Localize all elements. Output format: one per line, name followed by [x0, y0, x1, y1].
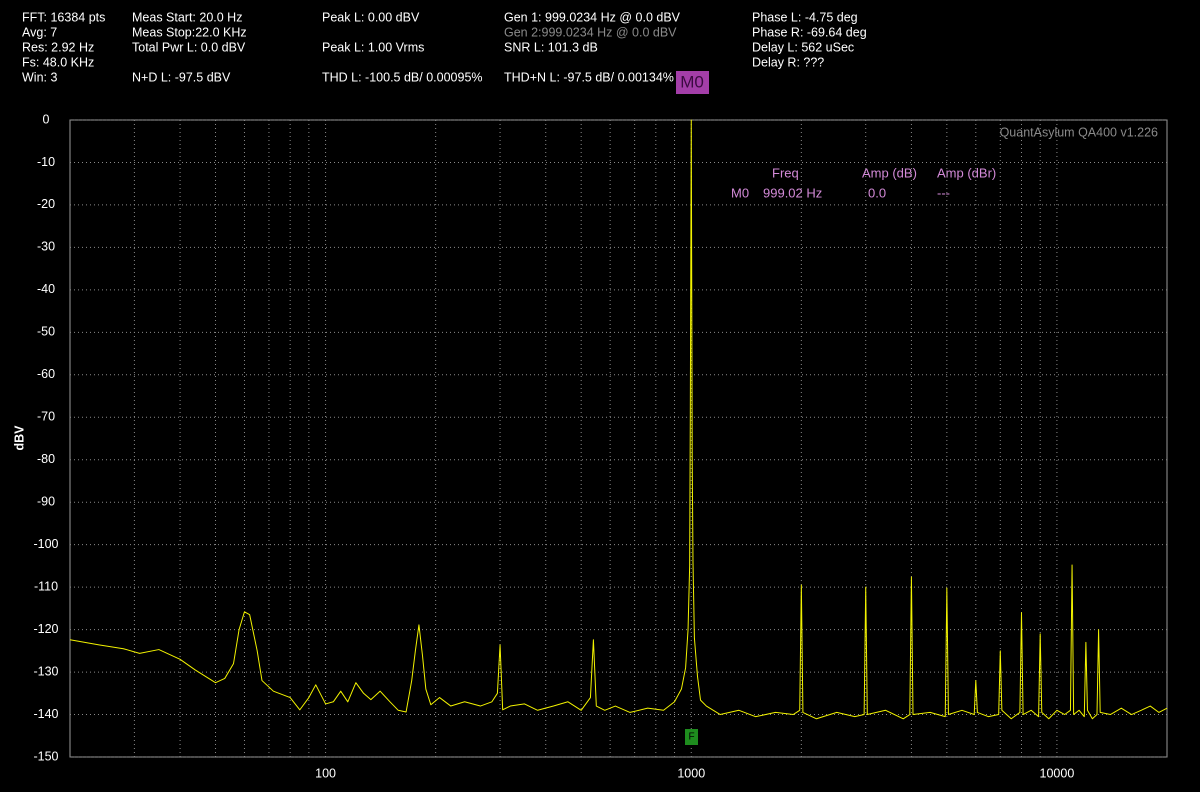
marker-cell: 0.0	[868, 185, 886, 200]
y-tick-label: -80	[37, 452, 55, 466]
y-tick-label: -30	[37, 240, 55, 254]
plot-frame	[69, 119, 1168, 758]
fundamental-tag[interactable]	[685, 729, 698, 745]
status-item: THD+N L: -97.5 dB/ 0.00134%	[504, 70, 674, 84]
y-tick-label: -60	[37, 367, 55, 381]
y-tick-label: -120	[33, 622, 58, 636]
status-item: N+D L: -97.5 dBV	[132, 70, 231, 84]
y-tick-label: -110	[34, 579, 58, 593]
status-item: Peak L: 0.00 dBV	[322, 10, 420, 24]
y-tick-label: -20	[37, 197, 55, 211]
status-item: FFT: 16384 pts	[22, 10, 105, 24]
marker-cell: M0	[731, 185, 749, 200]
marker-header: Amp (dB)	[862, 165, 917, 180]
status-item: SNR L: 101.3 dB	[504, 40, 598, 54]
plot	[69, 119, 1168, 758]
fundamental-tag-label: F	[688, 732, 694, 743]
marker-tag-label: M0	[680, 72, 704, 91]
marker-header: Freq	[772, 165, 799, 180]
y-tick-label: -50	[37, 325, 55, 339]
status-item: Delay L: 562 uSec	[752, 40, 854, 54]
y-tick-label: -150	[33, 749, 58, 763]
y-tick-label: -70	[37, 410, 55, 424]
y-tick-label: 0	[43, 112, 50, 126]
status-item: Phase L: -4.75 deg	[752, 10, 858, 24]
x-tick-label: 10000	[1040, 766, 1075, 780]
status-item: Win: 3	[22, 70, 57, 84]
status-item: Meas Start: 20.0 Hz	[132, 10, 242, 24]
status-item: Delay R: ???	[752, 55, 824, 69]
status-item: THD L: -100.5 dB/ 0.00095%	[322, 70, 483, 84]
status-item: Gen 1: 999.0234 Hz @ 0.0 dBV	[504, 10, 681, 24]
marker-cell: ---	[937, 185, 950, 200]
spectrum-line	[69, 119, 1168, 720]
status-item: Avg: 7	[22, 25, 57, 39]
watermark: QuantAsylum QA400 v1.226	[1000, 125, 1158, 139]
y-tick-label: -130	[33, 664, 58, 678]
y-axis-label: dBV	[12, 425, 26, 451]
status-item: Gen 2:999.0234 Hz @ 0.0 dBV	[504, 25, 677, 39]
x-tick-label: 100	[315, 766, 336, 780]
status-item: Res: 2.92 Hz	[22, 40, 94, 54]
y-tick-label: -90	[37, 494, 55, 508]
status-item: Meas Stop:22.0 KHz	[132, 25, 247, 39]
x-tick-label: 1000	[677, 766, 705, 780]
status-item: Phase R: -69.64 deg	[752, 25, 867, 39]
y-tick-label: -10	[37, 155, 55, 169]
marker-header: Amp (dBr)	[937, 165, 996, 180]
y-tick-label: -40	[37, 282, 55, 296]
status-item: Fs: 48.0 KHz	[22, 55, 94, 69]
marker-cell: 999.02 Hz	[763, 185, 822, 200]
status-item: Total Pwr L: 0.0 dBV	[132, 40, 246, 54]
y-tick-label: -100	[33, 537, 58, 551]
status-item: Peak L: 1.00 Vrms	[322, 40, 424, 54]
y-tick-label: -140	[33, 707, 58, 721]
marker-tag[interactable]	[676, 71, 709, 94]
